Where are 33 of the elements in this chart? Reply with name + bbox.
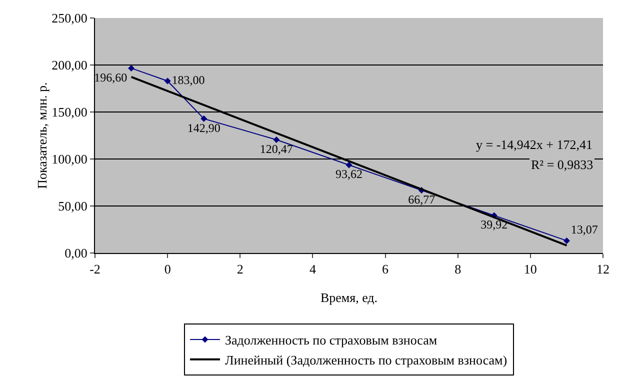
x-tick-label: 6 [382,262,390,277]
data-label: 93,62 [336,167,362,182]
legend-label: Задолженность по страховым взносам [225,332,438,348]
x-tick-label: -2 [90,262,100,277]
y-tick-label: 50,00 [58,198,88,214]
x-tick-label: 2 [236,262,244,277]
point [128,64,135,72]
data-label: 13,07 [570,222,598,237]
point [200,115,208,122]
y-tick-label: 200,00 [52,58,88,73]
data-label: 142,90 [187,120,220,135]
annotation: y = -14,942x + 172,41 [476,137,592,152]
data-label: 66,77 [408,192,436,206]
y-tick-label: 0,00 [64,246,88,261]
y-tick-label: 100,00 [52,152,88,167]
x-tick-label: 4 [309,262,316,277]
x-tick-label: 12 [596,262,610,277]
y-tick-label: 250,00 [52,10,88,26]
legend-label: Линейный (Задолженность по страховым взносам) [225,352,508,368]
point [346,162,352,168]
point [563,237,570,244]
x-tick-label: 10 [524,262,537,277]
y-tick-label: 150,00 [52,104,88,120]
x-axis-title: Время, ед. [320,290,378,305]
x-tick-label: 0 [164,262,171,277]
y-axis-title: Показатель, млн. р. [34,82,50,189]
point [164,78,171,84]
data-label: 196,60 [94,70,128,84]
x-tick-label: 8 [454,262,462,277]
data-label: 183,00 [172,72,205,87]
annotation: R² = 0,9833 [531,157,594,172]
point [273,136,280,144]
data-label: 120,47 [260,142,293,156]
